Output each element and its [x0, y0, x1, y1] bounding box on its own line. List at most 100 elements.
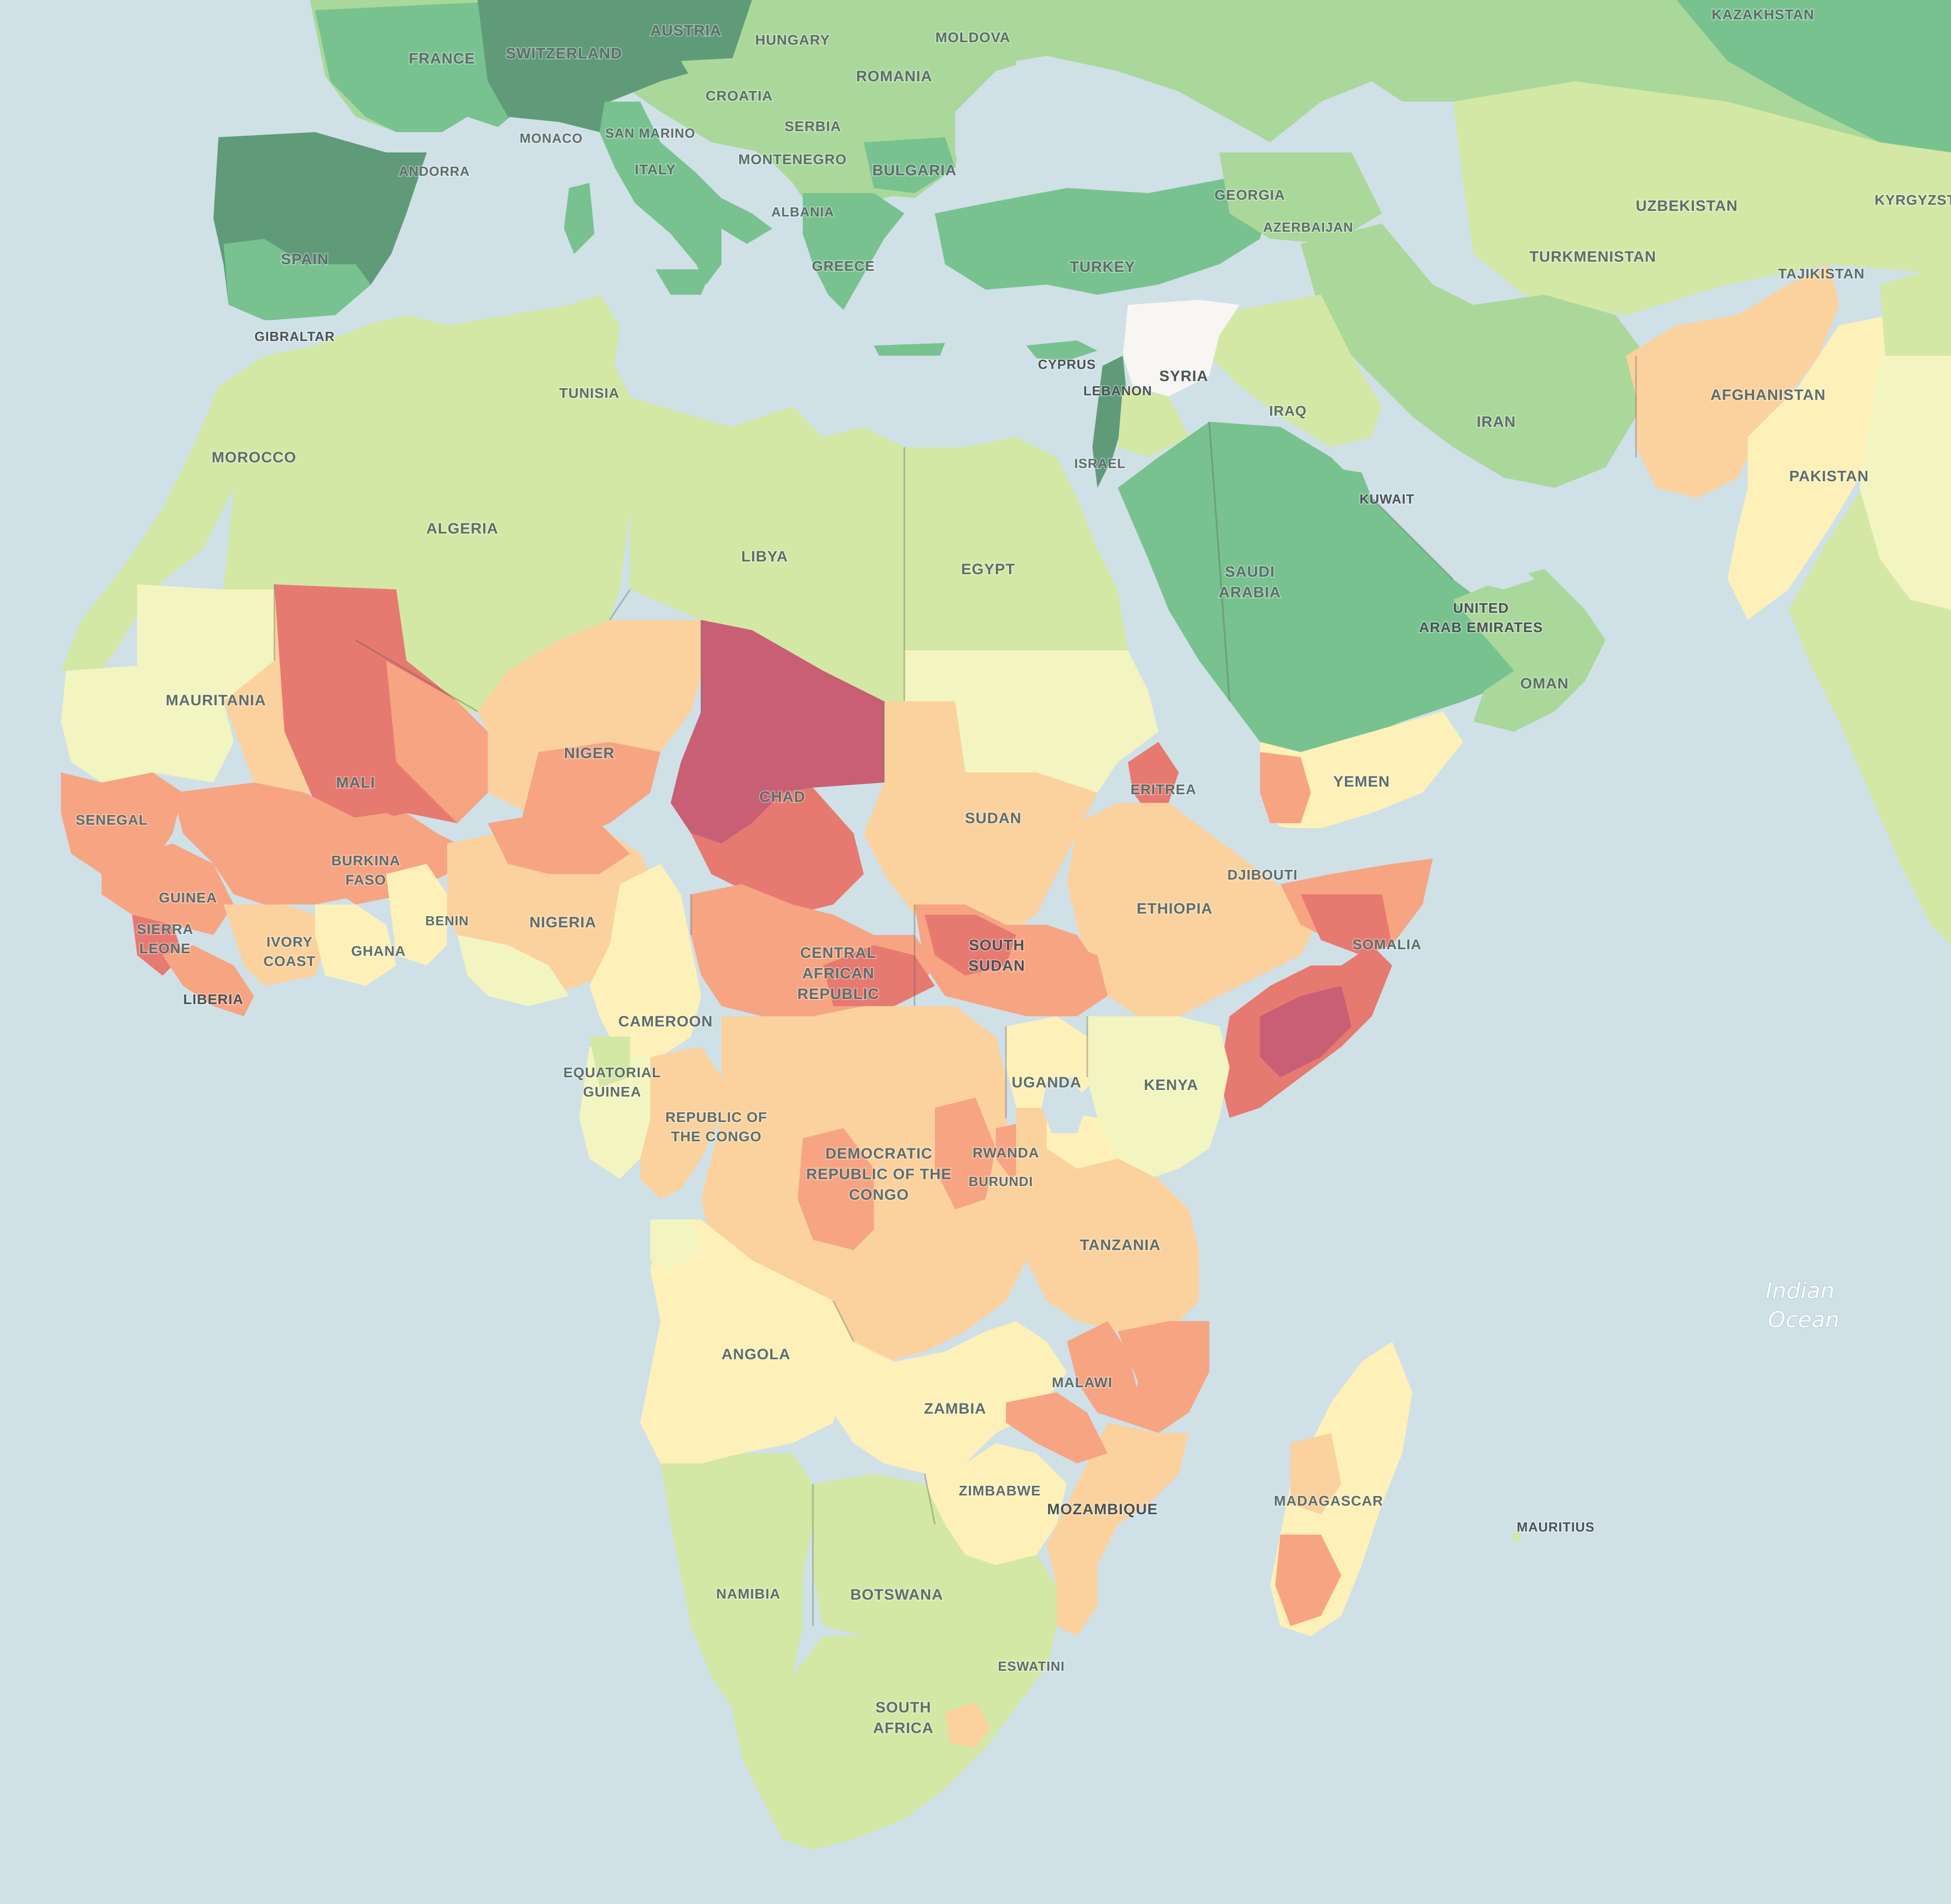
- region-france[interactable]: [315, 0, 528, 132]
- region-turkey[interactable]: [935, 178, 1270, 295]
- region-madagascar-west[interactable]: [1291, 1433, 1341, 1514]
- region-western-sahara[interactable]: [137, 584, 274, 666]
- region-zambia[interactable]: [833, 1321, 1067, 1474]
- region-drc-kivu[interactable]: [935, 1098, 996, 1209]
- lake-victoria: [1042, 1077, 1087, 1133]
- region-south-sudan-core[interactable]: [925, 915, 1016, 976]
- region-jordan[interactable]: [1118, 386, 1189, 457]
- region-mozambique[interactable]: [1047, 1423, 1189, 1636]
- region-madagascar-south[interactable]: [1275, 1535, 1341, 1626]
- region-ghana[interactable]: [315, 904, 396, 986]
- region-angola[interactable]: [640, 1220, 854, 1463]
- region-chad[interactable]: [671, 620, 884, 844]
- region-south-africa[interactable]: [732, 1555, 1057, 1850]
- region-pakistan[interactable]: [1727, 315, 1910, 620]
- region-somalia-central[interactable]: [1301, 894, 1392, 955]
- country-label-turkmenistan: TURKMENISTAN: [1529, 248, 1656, 265]
- region-morocco[interactable]: [61, 315, 447, 671]
- country-label-cyprus: CYPRUS: [1038, 357, 1096, 372]
- region-kazakhstan[interactable]: [1677, 0, 1951, 152]
- country-label-gibraltar: GIBRALTAR: [255, 329, 335, 344]
- region-senegal[interactable]: [61, 772, 183, 874]
- country-label-albania: ALBANIA: [771, 204, 834, 220]
- region-levant[interactable]: [1092, 356, 1128, 488]
- country-label-romania: ROMANIA: [856, 68, 932, 85]
- region-congo-rep[interactable]: [640, 1047, 721, 1199]
- region-italy[interactable]: [600, 102, 772, 285]
- region-gabon[interactable]: [579, 1047, 650, 1179]
- region-liberia[interactable]: [163, 945, 254, 1016]
- region-tunisia[interactable]: [569, 295, 630, 417]
- region-yemen-west[interactable]: [1260, 752, 1311, 823]
- region-ivory-coast[interactable]: [224, 904, 325, 986]
- region-iraq[interactable]: [1209, 295, 1382, 447]
- region-tanzania[interactable]: [1016, 1108, 1199, 1331]
- country-label-central-african-republic: CENTRAL AFRICAN REPUBLIC: [797, 945, 879, 1003]
- region-bulgaria[interactable]: [864, 137, 955, 193]
- country-label-djibouti: DJIBOUTI: [1228, 867, 1298, 883]
- region-india-north[interactable]: [1860, 356, 1951, 610]
- region-drc-kasai[interactable]: [798, 1128, 874, 1250]
- country-label-botswana: BOTSWANA: [851, 1586, 943, 1603]
- region-kuwait[interactable]: [1331, 467, 1372, 498]
- country-label-andorra: ANDORRA: [399, 164, 470, 179]
- region-syria[interactable]: [1123, 300, 1240, 396]
- region-lesotho[interactable]: [945, 1702, 991, 1748]
- region-guinea[interactable]: [102, 844, 234, 935]
- region-eswatini[interactable]: [1031, 1636, 1052, 1662]
- region-sardinia[interactable]: [564, 183, 594, 254]
- region-sudan[interactable]: [864, 701, 1097, 935]
- region-sicily[interactable]: [655, 269, 711, 295]
- region-cameroon[interactable]: [589, 864, 701, 1057]
- country-label-hungary: HUNGARY: [755, 32, 830, 48]
- country-label-ethiopia: ETHIOPIA: [1137, 900, 1213, 917]
- persian-gulf: [1372, 447, 1534, 589]
- ocean-label-indian: Indian Ocean: [1766, 1278, 1842, 1333]
- country-label-zambia: ZAMBIA: [924, 1400, 987, 1417]
- region-chad-south[interactable]: [691, 788, 864, 915]
- region-nigeria-north[interactable]: [488, 813, 630, 874]
- region-ethiopia[interactable]: [1067, 803, 1321, 1016]
- region-libya[interactable]: [594, 386, 904, 701]
- region-alps[interactable]: [478, 0, 752, 132]
- region-eritrea[interactable]: [1128, 742, 1179, 813]
- region-cyprus[interactable]: [1026, 340, 1097, 361]
- country-label-france: FRANCE: [409, 50, 476, 67]
- region-yemen[interactable]: [1260, 711, 1463, 828]
- region-benin-togo[interactable]: [386, 864, 447, 965]
- region-car-east[interactable]: [823, 945, 935, 1006]
- region-caucasus[interactable]: [1219, 152, 1382, 244]
- region-kenya[interactable]: [1087, 1016, 1230, 1179]
- region-central-asia[interactable]: [1453, 81, 1951, 315]
- region-eq-guinea[interactable]: [589, 1037, 630, 1087]
- region-mauritius[interactable]: [1512, 1532, 1522, 1542]
- country-label-rwanda: RWANDA: [972, 1145, 1039, 1161]
- country-label-sudan: SUDAN: [965, 810, 1022, 827]
- region-portugal-south[interactable]: [224, 239, 371, 320]
- region-south-sudan-east[interactable]: [1036, 935, 1108, 1006]
- region-zimbabwe[interactable]: [925, 1443, 1067, 1565]
- country-label-bulgaria: BULGARIA: [872, 162, 957, 179]
- region-egypt[interactable]: [904, 437, 1128, 650]
- region-iran[interactable]: [1301, 224, 1646, 488]
- country-label-algeria: ALGERIA: [426, 520, 498, 537]
- region-angola-north[interactable]: [650, 1220, 701, 1270]
- region-botswana[interactable]: [813, 1474, 965, 1636]
- country-label-libya: LIBYA: [741, 548, 788, 565]
- region-nigeria-south[interactable]: [457, 935, 569, 1006]
- region-mali-east[interactable]: [386, 661, 488, 823]
- region-mozambique-tete[interactable]: [1006, 1392, 1108, 1463]
- region-somalia-jubba[interactable]: [1260, 986, 1351, 1077]
- region-greece[interactable]: [803, 193, 904, 310]
- region-afghanistan[interactable]: [1626, 264, 1839, 498]
- region-crete[interactable]: [874, 343, 945, 356]
- region-saudi-arabia[interactable]: [1118, 422, 1524, 757]
- region-malawi[interactable]: [1067, 1321, 1138, 1423]
- region-namibia[interactable]: [660, 1453, 813, 1707]
- region-sudan-north[interactable]: [904, 650, 1158, 793]
- country-label-morocco: MOROCCO: [212, 449, 297, 466]
- region-mozambique-north[interactable]: [1118, 1321, 1209, 1433]
- region-uae-oman[interactable]: [1453, 569, 1606, 732]
